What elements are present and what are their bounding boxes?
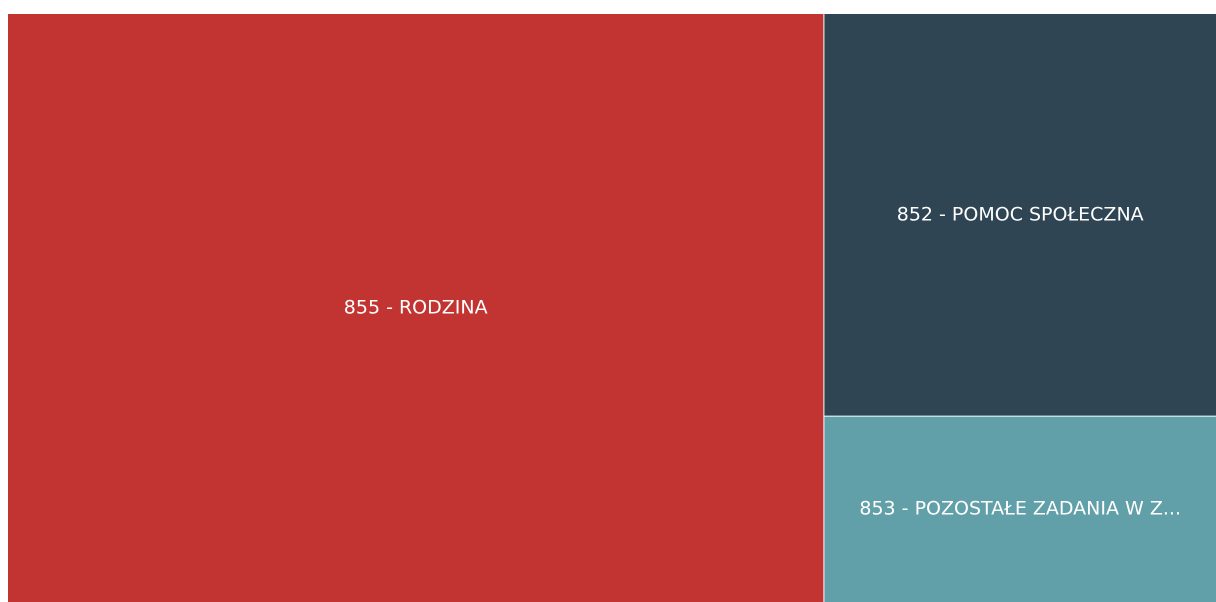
treemap-cell[interactable] bbox=[824, 416, 1216, 602]
cell-label: 853 - POZOSTAŁE ZADANIA W Z... bbox=[859, 497, 1181, 519]
cell-label: 855 - RODZINA bbox=[344, 297, 488, 319]
treemap-cell[interactable] bbox=[8, 14, 824, 602]
treemap-cell[interactable] bbox=[824, 14, 1216, 416]
cell-label: 852 - POMOC SPOŁECZNA bbox=[897, 203, 1144, 225]
